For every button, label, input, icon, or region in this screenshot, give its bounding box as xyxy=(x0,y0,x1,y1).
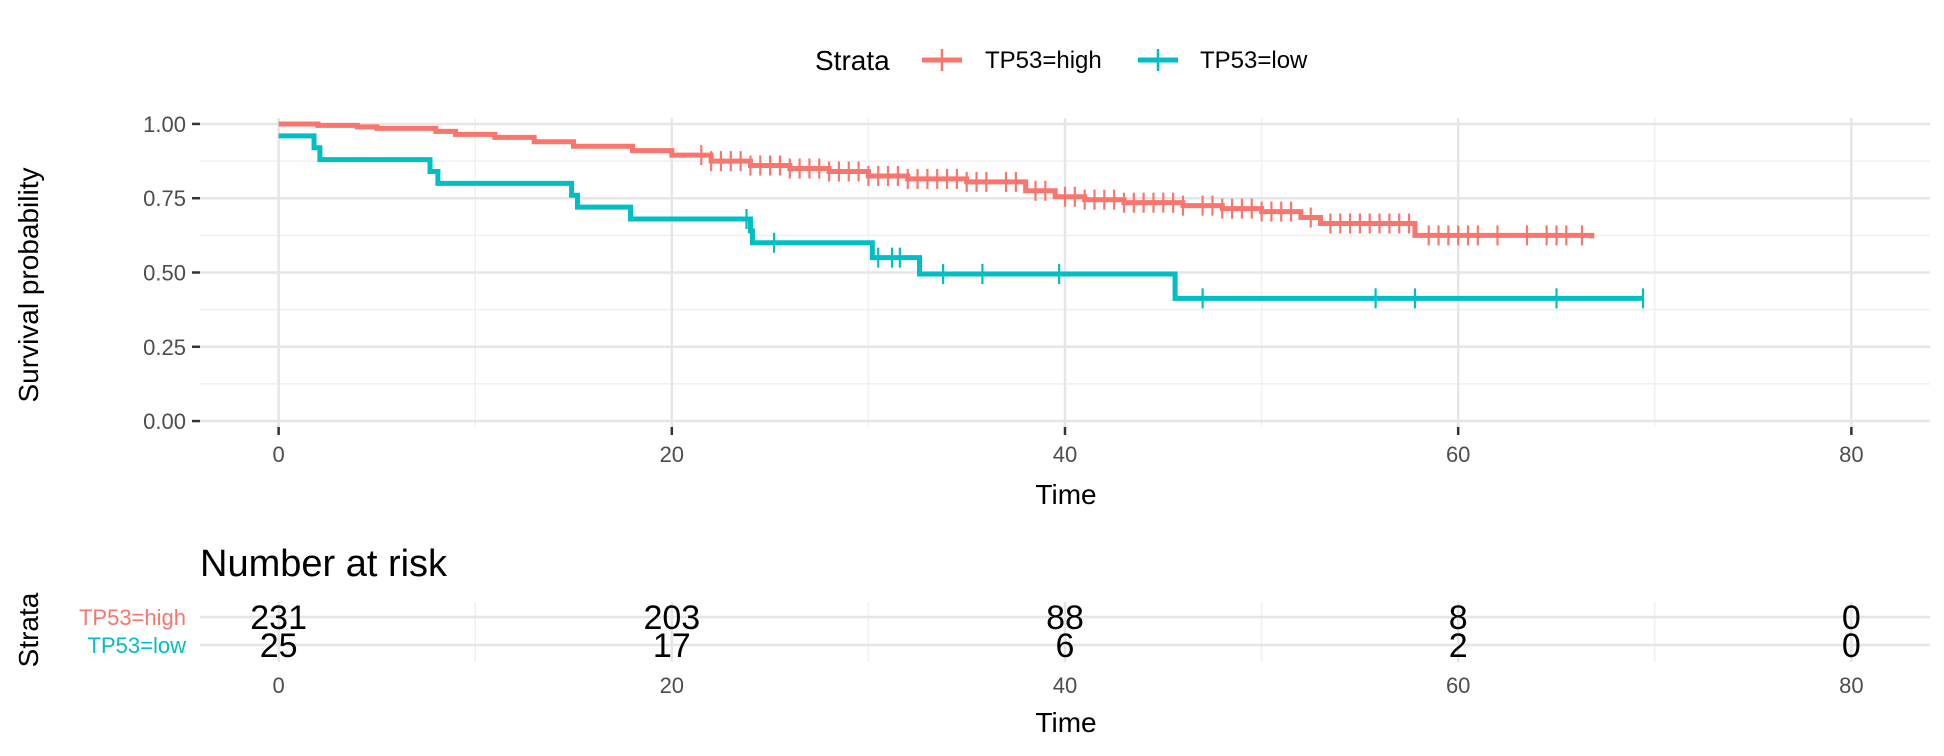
risk-x-tick-label: 60 xyxy=(1446,673,1470,698)
y-tick-label: 0.00 xyxy=(143,409,186,434)
survival-curves xyxy=(278,121,1645,309)
risk-count: 2 xyxy=(1449,627,1468,665)
risk-x-tick-label: 20 xyxy=(660,673,684,698)
legend-label-high: TP53=high xyxy=(985,47,1102,74)
risk-count: 0 xyxy=(1842,627,1861,665)
risk-table-title: Number at risk xyxy=(200,543,448,585)
risk-x-axis-title: Time xyxy=(1035,707,1096,738)
risk-count: 0 xyxy=(1842,599,1861,637)
y-tick-label: 1.00 xyxy=(143,112,186,137)
legend-title: Strata xyxy=(815,45,890,76)
risk-table-strata-labels: TP53=high TP53=low xyxy=(79,605,186,658)
x-axis-ticks: 0 20 40 60 80 xyxy=(273,427,1864,467)
risk-table-counts: 231 203 88 8 025 17 6 2 0 xyxy=(250,599,1861,665)
legend: Strata TP53=high TP53=low xyxy=(815,45,1308,76)
main-plot-grid xyxy=(200,118,1930,427)
risk-count: 6 xyxy=(1056,627,1075,665)
y-tick-label: 0.25 xyxy=(143,335,186,360)
x-tick-label: 80 xyxy=(1839,442,1863,467)
y-tick-label: 0.50 xyxy=(143,261,186,286)
survival-curve-TP53=low xyxy=(278,133,1643,301)
risk-x-tick-label: 80 xyxy=(1839,673,1863,698)
x-tick-label: 20 xyxy=(660,442,684,467)
risk-row-label: TP53=high xyxy=(79,605,186,630)
x-axis-title: Time xyxy=(1035,479,1096,510)
risk-row-label: TP53=low xyxy=(88,633,187,658)
risk-count: 231 xyxy=(250,599,307,637)
legend-key-high xyxy=(922,49,962,71)
y-axis-title: Survival probability xyxy=(13,168,44,403)
legend-label-low: TP53=low xyxy=(1200,47,1308,74)
risk-count: 25 xyxy=(260,627,298,665)
risk-count: 203 xyxy=(643,599,700,637)
risk-x-tick-label: 0 xyxy=(273,673,285,698)
x-tick-label: 60 xyxy=(1446,442,1470,467)
risk-count: 17 xyxy=(653,627,691,665)
risk-x-tick-label: 40 xyxy=(1053,673,1077,698)
x-tick-label: 0 xyxy=(273,442,285,467)
risk-table-x-ticks: 0 20 40 60 80 xyxy=(273,673,1864,698)
y-tick-label: 0.75 xyxy=(143,186,186,211)
risk-y-axis-title: Strata xyxy=(13,592,44,667)
x-tick-label: 40 xyxy=(1053,442,1077,467)
risk-count: 8 xyxy=(1449,599,1468,637)
risk-table-grid xyxy=(200,602,1930,662)
y-axis-ticks: 0.00 0.25 0.50 0.75 1.00 xyxy=(143,112,200,434)
legend-key-low xyxy=(1138,49,1178,71)
risk-count: 88 xyxy=(1046,599,1084,637)
